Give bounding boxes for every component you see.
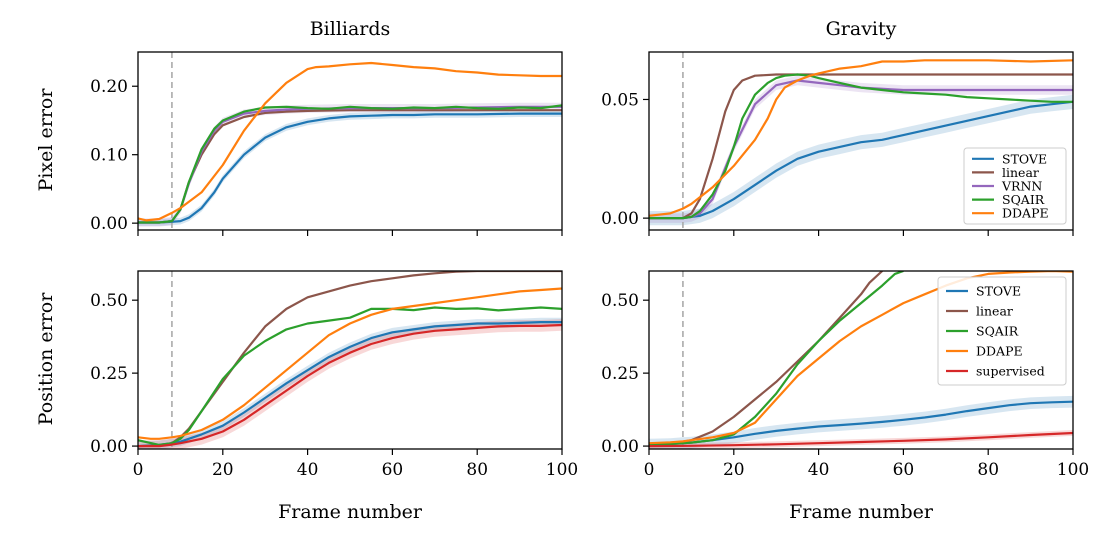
band-stove [138,317,562,449]
y-tick-label: 0.00 [601,209,639,229]
x-axis-label-gravity: Frame number [789,501,934,523]
plot-area [649,52,1073,230]
plot-area [138,271,562,449]
panel-billiards-pixel-error: 0.00 0.10 0.20 [90,51,563,236]
series-line-stove [138,321,562,448]
y-axis-label-pixel-error: Pixel error [35,88,57,192]
x-tick-label: 60 [893,460,915,480]
x-axis-label-billiards: Frame number [278,501,423,523]
y-tick-label: 0.05 [601,90,639,110]
series-line-stove [138,112,562,224]
legend-box [963,147,1067,225]
x-tick-label: 40 [297,460,319,480]
axes-frame [648,270,1074,450]
series-line-sqair [138,306,562,446]
axes-frame [137,270,563,450]
x-tick-label: 0 [644,460,655,480]
y-tick-label: 0.00 [90,437,128,457]
series-line-ddape [649,271,1073,445]
y-tick-label: 0.10 [90,146,128,166]
x-tick-label: 100 [1057,460,1089,480]
series-line-stove [649,100,1073,220]
column-title-billiards: Billiards [310,18,391,40]
x-tick-label: 20 [212,460,234,480]
axes-frame [648,51,1074,231]
x-tick-label: 80 [977,460,999,480]
series-line-supervised [138,323,562,448]
legend-label-linear: linear [976,304,1013,319]
panel-gravity-position-error: 0.00 0.25 0.50 0 20 40 60 80 100 STOVE linear SQAIR… [601,270,1089,480]
legend-label-ddape: DDAPE [976,344,1023,359]
axes-frame [137,51,563,231]
y-tick-label: 0.25 [601,364,639,384]
series-line-ddape [138,287,562,440]
series-line-ddape [138,61,562,222]
legend: STOVE linear SQAIR DDAPE supervised [937,276,1067,386]
y-tick-label: 0.00 [601,437,639,457]
legend-label-sqair: SQAIR [976,324,1019,339]
x-tick-label: 100 [546,460,578,480]
legend-label-sqair: SQAIR [1002,192,1045,207]
y-tick-label: 0.50 [90,291,128,311]
x-tick-label: 40 [808,460,830,480]
series-line-sqair [649,73,1073,220]
series-line-linear [649,271,883,446]
series-line-sqair [649,271,904,446]
plot-area [649,271,1073,449]
y-tick-label: 0.50 [601,291,639,311]
y-tick-label: 0.00 [90,214,128,234]
legend-label-stove: STOVE [976,284,1021,299]
panel-billiards-position-error: 0.00 0.25 0.50 0 20 40 60 80 100 [90,270,578,480]
series-line-sqair [138,104,562,224]
band-stove [649,395,1073,449]
band-stove [649,94,1073,226]
legend-label-ddape: DDAPE [1002,206,1049,221]
x-tick-label: 0 [133,460,144,480]
column-title-gravity: Gravity [826,18,897,40]
legend-label-supervised: supervised [976,364,1045,379]
series-line-linear [138,271,562,448]
series-line-ddape [649,59,1073,217]
y-tick-label: 0.25 [90,364,128,384]
legend-label-vrnn: VRNN [1001,179,1042,194]
x-tick-label: 60 [382,460,404,480]
legend-label-linear: linear [1002,165,1039,180]
legend-box [937,276,1067,386]
band-supervised [138,319,562,449]
plot-area [138,52,562,230]
y-axis-label-position-error: Position error [35,292,57,426]
series-line-supervised [649,431,1073,448]
x-tick-label: 20 [723,460,745,480]
x-tick-label: 80 [466,460,488,480]
legend-label-stove: STOVE [1002,151,1047,166]
y-tick-label: 0.20 [90,77,128,97]
series-line-linear [649,73,1073,220]
